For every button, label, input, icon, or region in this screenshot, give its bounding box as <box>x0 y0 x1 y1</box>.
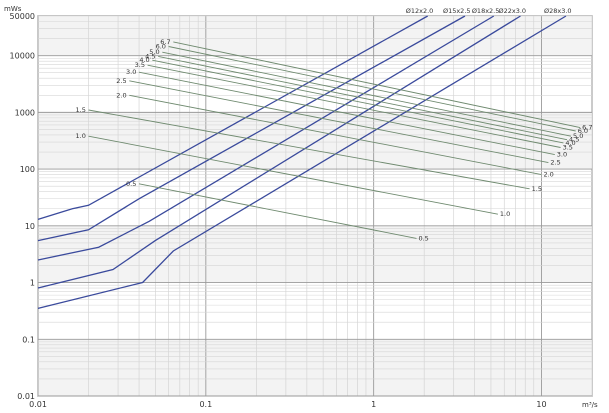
speed-line <box>88 135 498 215</box>
speed-line <box>129 94 542 176</box>
speed-line <box>162 51 572 137</box>
x-axis-unit-label: m³/s <box>582 401 598 409</box>
speed-series-end-label: 1.0 <box>500 210 510 218</box>
speed-series-end-label: 4.0 <box>565 139 575 147</box>
speed-series-start-label: 3.0 <box>126 68 136 76</box>
speed-series-end-label: 5.0 <box>573 132 583 140</box>
speed-series-start-label: 3.5 <box>135 61 145 69</box>
x-tick-label: 0.01 <box>29 400 47 409</box>
y-tick-label: 100 <box>20 165 35 174</box>
diameter-line <box>37 15 521 289</box>
speed-series-end-label: 3.5 <box>563 144 573 152</box>
speed-series-end-label: 2.5 <box>550 159 560 167</box>
speed-series-end-label: 6.0 <box>578 127 588 135</box>
speed-line <box>168 46 576 132</box>
diameter-series-label: Ø18x2.5 <box>472 7 500 15</box>
speed-line <box>129 80 549 164</box>
y-tick-label: 1000 <box>15 108 35 117</box>
speed-line <box>138 183 417 239</box>
speed-series-end-label: 2.0 <box>543 171 553 179</box>
y-tick-label: 0.1 <box>22 335 35 344</box>
speed-series-end-label: 3.0 <box>557 151 567 159</box>
series-lines <box>37 15 581 310</box>
grid-band <box>38 225 592 283</box>
speed-series-start-label: 0.5 <box>126 180 136 188</box>
diameter-series-label: Ø28x3.0 <box>544 7 572 15</box>
speed-series-start-label: 2.5 <box>116 77 126 85</box>
speed-line <box>88 109 530 190</box>
grid-band <box>38 339 592 396</box>
speed-series-start-label: 6.7 <box>160 38 170 46</box>
speed-series-start-label: 1.0 <box>76 132 86 140</box>
y-tick-label: 1 <box>30 279 35 288</box>
speed-series-end-label: 6.7 <box>582 124 592 132</box>
speed-series-start-label: 2.0 <box>116 91 126 99</box>
speed-series-start-label: 4.5 <box>145 52 155 60</box>
speed-series-start-label: 6.0 <box>156 42 166 50</box>
speed-series-end-label: 4.5 <box>569 136 579 144</box>
grid-lines <box>37 15 593 397</box>
diameter-series-label: Ø22x3.0 <box>499 7 527 15</box>
speed-line <box>173 41 581 129</box>
grid-band <box>38 16 592 56</box>
speed-line <box>138 71 555 156</box>
speed-series-start-label: 1.5 <box>76 106 86 114</box>
speed-line <box>158 55 568 141</box>
diameter-line <box>37 15 429 221</box>
y-axis-unit-label: mWs <box>4 5 22 13</box>
y-tick-label: 10 <box>25 222 35 231</box>
speed-line <box>152 59 564 144</box>
y-tick-label: 10000 <box>10 52 35 61</box>
diameter-line <box>37 15 466 242</box>
diameter-series-label: Ø15x2.5 <box>443 7 471 15</box>
diameter-line <box>37 15 567 310</box>
series-labels: Ø12x2.0 Ø15x2.5 Ø18x2.5 Ø22x3.0 Ø28x3.0 0.5 0.… <box>76 7 593 242</box>
x-tick-label: 0.1 <box>199 400 212 409</box>
y-tick-label: 50000 <box>10 12 35 21</box>
speed-line <box>147 64 561 148</box>
x-tick-label: 10 <box>536 400 546 409</box>
diameter-series-label: Ø12x2.0 <box>406 7 434 15</box>
y-tick-label: 0.01 <box>17 392 35 401</box>
x-tick-label: 1 <box>371 400 376 409</box>
speed-series-end-label: 0.5 <box>418 234 428 242</box>
speed-series-start-label: 5.0 <box>149 48 159 56</box>
speed-series-end-label: 1.5 <box>532 185 542 193</box>
speed-series-start-label: 4.0 <box>139 56 149 64</box>
axis-tick-labels: 0.01 0.1 1 10 0.01 0.1 1 10 100 1000 10000 50000 <box>10 12 547 409</box>
